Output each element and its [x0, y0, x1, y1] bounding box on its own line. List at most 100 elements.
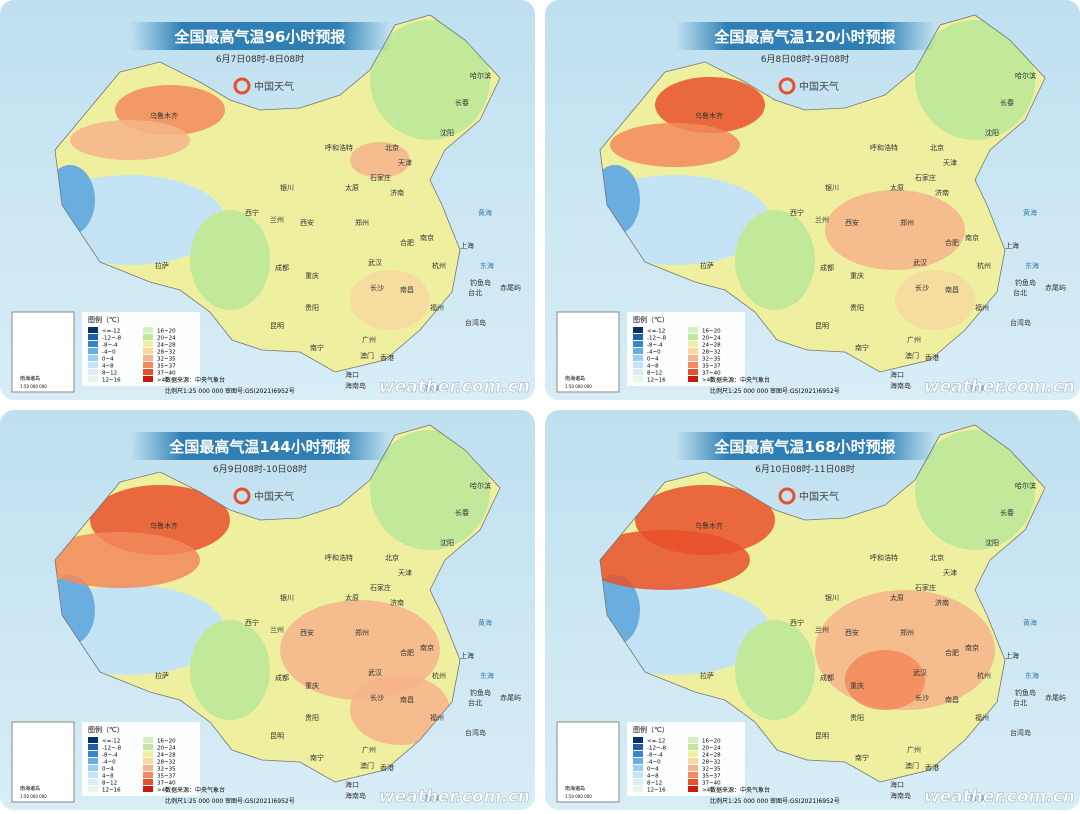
map-label: 北京 — [385, 553, 399, 562]
map-label: 昆明 — [270, 322, 284, 330]
legend-label: 37~40 — [157, 371, 176, 377]
legend-swatch — [633, 376, 643, 382]
logo-icon — [778, 487, 796, 505]
map-label: 东海 — [480, 671, 494, 680]
legend-label: 32~35 — [702, 767, 721, 773]
map-label: 广州 — [362, 745, 376, 754]
legend-label: 20~24 — [702, 336, 721, 342]
legend-label: <=-12 — [102, 739, 120, 745]
inset-title: 南海诸岛 — [565, 375, 585, 382]
legend-box — [627, 722, 745, 796]
map-label: 贵阳 — [305, 303, 319, 312]
map-label: 乌鲁木齐 — [150, 111, 178, 120]
legend-swatch — [688, 751, 698, 757]
logo-icon — [778, 77, 796, 95]
map-label: 台湾岛 — [465, 318, 486, 327]
hot-zone — [70, 120, 190, 160]
map-label: 乌鲁木齐 — [695, 111, 723, 120]
inset-scale: 1:50 000 000 — [565, 794, 592, 799]
title-banner — [130, 22, 390, 50]
legend-swatch — [688, 369, 698, 375]
map-label: 长沙 — [915, 283, 929, 292]
map-label: 南京 — [420, 233, 434, 242]
map-label: 杭州 — [432, 261, 446, 270]
map-label: 北京 — [930, 553, 944, 562]
legend-label: -8~-4 — [102, 753, 118, 759]
map-label: 成都 — [820, 263, 834, 272]
map-label: 北京 — [930, 143, 944, 152]
legend-swatch — [143, 327, 153, 333]
mild-zone — [915, 430, 1035, 550]
title-banner — [675, 432, 935, 460]
legend-swatch — [633, 751, 643, 757]
legend-swatch — [143, 786, 153, 792]
map-label: 北京 — [385, 143, 399, 152]
mild-zone — [915, 20, 1035, 140]
map-label: 南宁 — [310, 753, 324, 762]
map-label: 拉萨 — [155, 671, 169, 680]
logo-icon — [233, 77, 251, 95]
map-label: 乌鲁木齐 — [150, 521, 178, 530]
map-label: 长沙 — [915, 693, 929, 702]
hot-zone — [655, 77, 765, 133]
legend-label: 0~4 — [647, 767, 659, 773]
map-label: 兰州 — [815, 215, 829, 224]
legend-swatch — [633, 786, 643, 792]
legend-label: >40 — [702, 378, 714, 384]
legend-box — [82, 312, 200, 386]
legend-swatch — [688, 758, 698, 764]
legend-swatch — [88, 341, 98, 347]
map-label: 西宁 — [790, 208, 804, 217]
legend-label: -12~-8 — [102, 336, 122, 342]
map-label: 济南 — [935, 188, 949, 197]
legend-label: 24~28 — [702, 753, 721, 759]
legend-label: 24~28 — [702, 343, 721, 349]
legend-swatch — [688, 362, 698, 368]
map-label: 东海 — [1025, 261, 1039, 270]
scale: 比例尺1:25 000 000 — [710, 387, 768, 395]
logo: 中国天气 — [254, 80, 294, 93]
legend-swatch — [88, 348, 98, 354]
legend-label: 4~8 — [647, 774, 659, 780]
scale: 比例尺1:25 000 000 — [710, 797, 768, 805]
map-label: 澳门 — [360, 351, 374, 360]
legend-label: 28~32 — [702, 760, 721, 766]
map-label: 太原 — [890, 593, 904, 602]
map-label: 银川 — [825, 593, 839, 602]
mild-zone — [190, 620, 270, 720]
legend-swatch — [633, 737, 643, 743]
map-label: 台北 — [468, 288, 482, 297]
legend-swatch — [88, 779, 98, 785]
map-label: 南宁 — [855, 343, 869, 352]
map-label: 南海 — [970, 383, 984, 392]
hot-zone — [350, 675, 450, 745]
map-label: 长沙 — [370, 693, 384, 702]
legend-label: 24~28 — [157, 343, 176, 349]
map-label: 重庆 — [850, 681, 864, 690]
map-label: 合肥 — [945, 238, 959, 247]
map-label: 呼和浩特 — [325, 553, 353, 562]
map-label: 拉萨 — [700, 671, 714, 680]
map-label: 黄海 — [478, 208, 492, 217]
map-label: 沈阳 — [985, 128, 999, 137]
logo-icon — [233, 487, 251, 505]
china-outline — [54, 14, 501, 373]
hot-zone — [600, 530, 750, 590]
legend-label: 28~32 — [702, 350, 721, 356]
subtitle: 6月7日08时-8日08时 — [216, 53, 304, 65]
map-label: 赤尾屿 — [500, 283, 521, 292]
map-label: 香港 — [925, 353, 939, 362]
map-label: 西宁 — [790, 618, 804, 627]
inset — [11, 311, 75, 393]
legend-label: 16~20 — [702, 329, 721, 335]
map-label: 海南岛 — [345, 791, 366, 800]
title: 全国最高气温144小时预报 — [168, 438, 350, 456]
legend-swatch — [143, 751, 153, 757]
approval: 审图号:GS(2021)6952号 — [770, 387, 840, 395]
inset-scale: 1:50 000 000 — [20, 794, 47, 799]
map-label: 石家庄 — [370, 583, 391, 592]
map-label: 济南 — [390, 188, 404, 197]
map-label: 银川 — [280, 593, 294, 602]
map-label: 钓鱼岛 — [1015, 688, 1036, 697]
